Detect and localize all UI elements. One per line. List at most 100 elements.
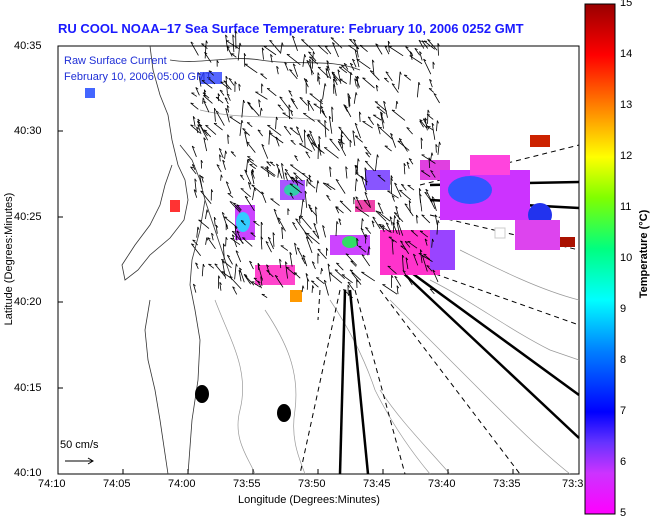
current-vector (429, 199, 436, 209)
current-vector-head (236, 204, 240, 207)
current-vector-head (208, 70, 212, 72)
current-vector (407, 185, 415, 191)
current-vector-head (396, 221, 400, 225)
current-vector-head (317, 66, 322, 69)
current-vector (231, 53, 237, 58)
current-vector (302, 54, 306, 67)
current-vector (284, 172, 288, 181)
current-vector-head (419, 51, 422, 54)
current-vector (326, 195, 331, 201)
current-vector (437, 141, 440, 155)
bathymetry-contours (199, 109, 580, 475)
current-vector (312, 230, 320, 239)
current-vector (306, 232, 320, 245)
current-vector-head (429, 199, 433, 202)
current-vector (246, 141, 256, 153)
current-vector (364, 167, 367, 186)
current-vector (213, 122, 223, 131)
current-vector (284, 62, 289, 71)
current-vector-head (343, 289, 347, 291)
current-vector (247, 156, 254, 162)
current-vector-head (363, 199, 367, 202)
current-vector-head (249, 260, 253, 264)
colorbar-tick-label: 7 (620, 405, 627, 417)
current-vector (344, 106, 352, 118)
current-vector-head (385, 222, 389, 225)
current-vector (331, 106, 333, 122)
current-vector (251, 281, 261, 288)
current-vector (225, 76, 228, 94)
current-vector-head (419, 193, 422, 197)
current-vector (263, 45, 277, 56)
current-vector (199, 174, 203, 190)
current-vector-head (425, 188, 429, 192)
current-vector-head (252, 169, 254, 173)
current-vector-head (332, 78, 336, 82)
current-vector (348, 96, 351, 107)
current-vector (308, 51, 317, 62)
current-vector (384, 145, 392, 152)
current-vector (222, 159, 226, 170)
current-vector (223, 216, 238, 228)
current-vector-head (204, 129, 208, 132)
current-vector-head (215, 224, 219, 228)
current-vector-head (277, 217, 281, 220)
current-vector-head (240, 174, 244, 177)
current-vector-head (404, 203, 408, 206)
current-vector-head (391, 238, 394, 242)
current-vector (364, 192, 371, 207)
current-time: February 10, 2006 05:00 GMT (64, 71, 212, 83)
current-vector (225, 40, 240, 49)
current-vector-head (195, 87, 199, 90)
current-vector (315, 277, 325, 285)
current-vector (349, 269, 362, 281)
current-vector-head (306, 236, 309, 240)
current-vector-head (326, 60, 330, 63)
current-vector (305, 273, 309, 281)
current-vector-head (318, 136, 321, 140)
current-vector (345, 253, 358, 266)
current-vector-head (214, 107, 217, 111)
current-vector-head (365, 152, 369, 154)
current-vector (281, 227, 284, 239)
current-vector (385, 222, 392, 234)
current-vector (296, 247, 303, 258)
current-vector (402, 270, 413, 286)
current-vector-head (396, 285, 400, 289)
current-vector (427, 39, 438, 51)
colorbar-tick-label: 6 (620, 456, 627, 468)
current-vector-head (427, 109, 430, 113)
current-vector (335, 206, 344, 214)
current-vector (354, 78, 357, 87)
current-vector (419, 119, 428, 129)
current-vector (355, 196, 363, 210)
current-vector (326, 60, 330, 71)
current-vector-head (349, 269, 353, 272)
current-vector (400, 245, 406, 250)
current-vector (393, 212, 404, 223)
current-vector (388, 46, 404, 57)
current-vector (272, 232, 275, 247)
current-vector (404, 241, 411, 248)
current-vector (301, 285, 304, 293)
current-vector-head (305, 79, 308, 83)
current-vector (229, 201, 241, 213)
current-vector-head (326, 247, 329, 251)
current-vector-head (273, 208, 277, 212)
current-vector (203, 137, 208, 152)
current-vector (219, 282, 222, 291)
current-vector-head (200, 159, 204, 163)
current-vector (391, 195, 395, 202)
current-vector-head (426, 265, 430, 267)
current-vector (295, 218, 306, 233)
current-vector (247, 102, 260, 117)
current-vector-head (307, 101, 311, 105)
current-vector (191, 243, 201, 257)
current-vector (208, 263, 215, 269)
current-vector (361, 254, 371, 267)
current-vector-head (437, 220, 440, 224)
current-vector-head (257, 263, 261, 267)
current-vector-head (432, 238, 434, 242)
current-vector-head (306, 232, 310, 235)
current-vector-head (240, 220, 244, 222)
